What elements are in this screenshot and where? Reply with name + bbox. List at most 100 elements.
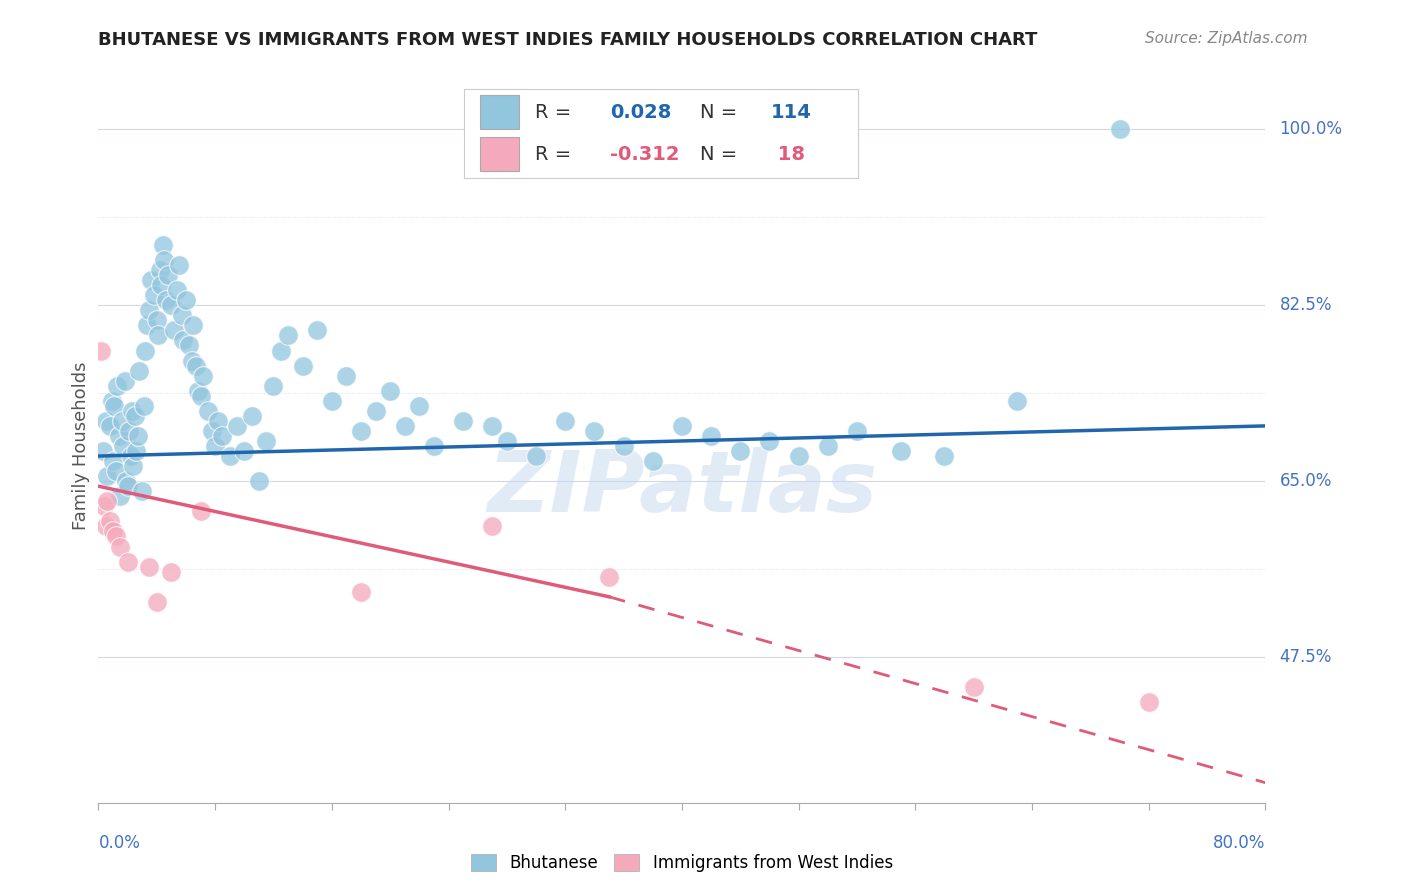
Point bbox=[117, 555, 139, 569]
Point bbox=[101, 454, 124, 468]
Point bbox=[121, 404, 143, 418]
Point bbox=[671, 418, 693, 433]
Point bbox=[186, 359, 208, 373]
Text: N =: N = bbox=[700, 103, 744, 122]
Point bbox=[641, 454, 664, 468]
Point bbox=[131, 484, 153, 499]
Point bbox=[612, 439, 634, 453]
Point bbox=[96, 469, 118, 483]
Point bbox=[150, 278, 173, 293]
Point bbox=[94, 519, 117, 533]
Point bbox=[91, 444, 114, 458]
Point bbox=[218, 449, 240, 463]
Point bbox=[1108, 122, 1130, 136]
Point bbox=[335, 368, 357, 383]
Point bbox=[163, 323, 186, 337]
Text: Source: ZipAtlas.com: Source: ZipAtlas.com bbox=[1144, 31, 1308, 46]
Point bbox=[153, 253, 176, 268]
Text: 0.0%: 0.0% bbox=[98, 834, 141, 852]
Text: 65.0%: 65.0% bbox=[1279, 472, 1331, 491]
Point bbox=[157, 268, 180, 282]
Point bbox=[364, 404, 387, 418]
Point bbox=[197, 404, 219, 418]
Point bbox=[93, 500, 115, 514]
Point bbox=[127, 429, 149, 443]
Point bbox=[201, 424, 224, 438]
Point bbox=[94, 414, 117, 428]
Point bbox=[170, 309, 193, 323]
Point bbox=[160, 298, 183, 312]
Point bbox=[104, 464, 127, 478]
Point bbox=[524, 449, 547, 463]
Point bbox=[101, 524, 124, 539]
Point bbox=[1007, 393, 1029, 408]
Text: N =: N = bbox=[700, 145, 744, 164]
Point bbox=[408, 399, 430, 413]
Point bbox=[787, 449, 810, 463]
Text: ZIPatlas: ZIPatlas bbox=[486, 447, 877, 531]
Point bbox=[700, 429, 723, 443]
Point bbox=[105, 378, 128, 392]
Point bbox=[226, 418, 249, 433]
Point bbox=[146, 313, 169, 327]
Point bbox=[112, 439, 135, 453]
Point bbox=[152, 238, 174, 252]
Point bbox=[125, 444, 148, 458]
Point bbox=[207, 414, 229, 428]
Point bbox=[108, 429, 131, 443]
Point bbox=[104, 529, 127, 543]
Text: 82.5%: 82.5% bbox=[1279, 296, 1331, 314]
Point bbox=[103, 399, 125, 413]
Point bbox=[378, 384, 402, 398]
Point bbox=[247, 474, 270, 488]
Point bbox=[890, 444, 912, 458]
Point bbox=[132, 399, 155, 413]
Text: R =: R = bbox=[534, 103, 578, 122]
Point bbox=[134, 343, 156, 358]
Point bbox=[495, 434, 517, 448]
Point bbox=[598, 569, 620, 583]
Point bbox=[193, 368, 215, 383]
Text: 80.0%: 80.0% bbox=[1213, 834, 1265, 852]
Text: 100.0%: 100.0% bbox=[1279, 120, 1343, 138]
Point bbox=[138, 303, 160, 318]
Point bbox=[277, 328, 299, 343]
Point bbox=[307, 323, 329, 337]
Point bbox=[114, 374, 136, 388]
Point bbox=[142, 288, 165, 302]
Point bbox=[817, 439, 839, 453]
Point bbox=[583, 424, 606, 438]
Point bbox=[934, 449, 956, 463]
Point bbox=[211, 429, 233, 443]
Point bbox=[481, 519, 503, 533]
Point bbox=[350, 584, 373, 599]
Point bbox=[350, 424, 373, 438]
Point bbox=[190, 504, 212, 518]
Text: 47.5%: 47.5% bbox=[1279, 648, 1331, 666]
Point bbox=[115, 474, 138, 488]
Point bbox=[117, 479, 139, 493]
Point bbox=[122, 459, 145, 474]
FancyBboxPatch shape bbox=[479, 95, 519, 129]
Point bbox=[96, 494, 118, 508]
Point bbox=[962, 680, 984, 694]
Point bbox=[177, 338, 200, 352]
Point bbox=[167, 258, 190, 272]
Point bbox=[110, 540, 132, 554]
Point bbox=[128, 363, 150, 377]
Point bbox=[1137, 695, 1160, 709]
Point bbox=[146, 595, 169, 609]
Point bbox=[166, 283, 188, 297]
Point bbox=[100, 393, 122, 408]
Point bbox=[181, 318, 204, 333]
Point bbox=[118, 424, 141, 438]
Point bbox=[262, 378, 284, 392]
Point bbox=[451, 414, 474, 428]
Text: 18: 18 bbox=[770, 145, 806, 164]
Point bbox=[139, 273, 162, 287]
Point bbox=[138, 559, 160, 574]
Point bbox=[90, 343, 112, 358]
Y-axis label: Family Households: Family Households bbox=[72, 362, 90, 530]
Point bbox=[124, 409, 146, 423]
Point bbox=[423, 439, 446, 453]
